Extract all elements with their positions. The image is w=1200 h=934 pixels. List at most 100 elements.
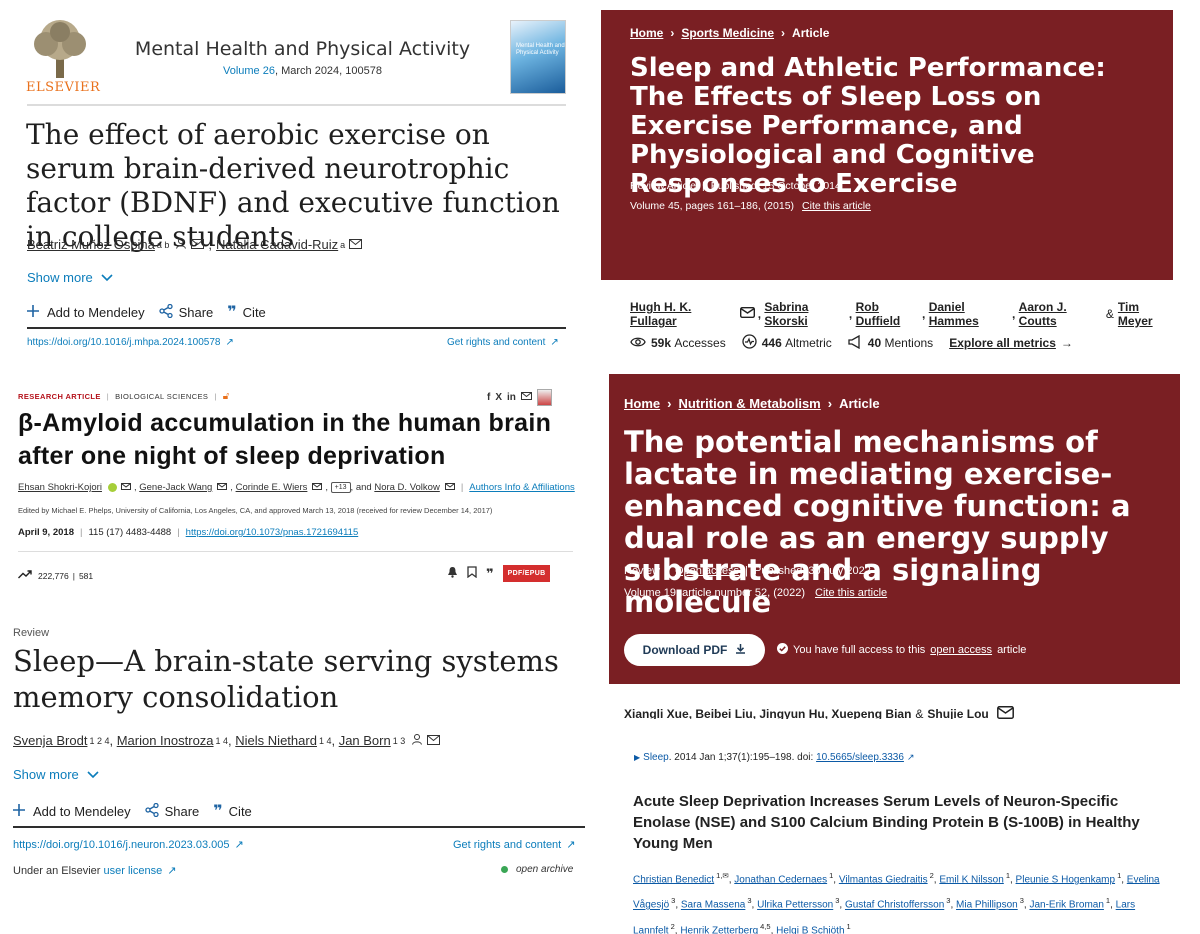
x-icon[interactable]: X <box>495 392 503 403</box>
author-name[interactable]: Beibei Liu <box>695 707 753 719</box>
email-icon[interactable] <box>739 306 755 321</box>
author-affiliation[interactable]: 3 <box>835 896 840 906</box>
author-affiliation[interactable]: 1 <box>1117 871 1122 880</box>
author-name[interactable]: Xuepeng Bian <box>831 707 912 719</box>
open-access-link[interactable]: open access <box>930 644 993 656</box>
breadcrumb-journal[interactable]: Sports Medicine <box>681 26 775 40</box>
email-icon[interactable] <box>520 392 532 403</box>
author-name[interactable]: Lars Lannfelt <box>633 899 1136 934</box>
author-affiliation[interactable]: 2 <box>670 921 675 931</box>
author-name[interactable]: Helgi B Schiöth <box>776 924 845 934</box>
author-name[interactable]: Niels Niethard <box>235 733 317 748</box>
journal-cover-thumbnail[interactable] <box>536 389 552 406</box>
author-name[interactable]: Pleunie S Hogenkamp <box>1015 874 1116 886</box>
author-affiliation[interactable]: 3 <box>747 896 752 906</box>
author-name[interactable]: Daniel Hammes <box>928 300 979 328</box>
cite-this-article-link[interactable]: Cite this article <box>815 587 888 599</box>
author-affiliation[interactable]: 1 4 <box>318 735 332 746</box>
linkedin-icon[interactable]: in <box>507 392 516 403</box>
author-affiliation[interactable]: 1 <box>1005 871 1010 880</box>
author-name[interactable]: Corinde E. Wiers <box>235 482 308 493</box>
author-name[interactable]: Hugh H. K. Fullagar <box>630 300 692 328</box>
cite-quote-icon[interactable]: ❞ <box>486 565 494 581</box>
open-access-link[interactable]: Open access <box>674 565 740 577</box>
share-button[interactable]: Share <box>158 303 213 321</box>
doi-link[interactable]: https://doi.org/10.1073/pnas.1721694115 <box>185 527 359 538</box>
author-name[interactable]: Henrik Zetterberg <box>680 924 759 934</box>
author-name[interactable]: Jonathan Cedernaes <box>734 874 828 886</box>
triangle-right-icon[interactable]: ▶ <box>634 753 641 762</box>
author-name[interactable]: Mia Phillipson <box>956 899 1018 911</box>
cite-this-article-link[interactable]: Cite this article <box>802 200 871 212</box>
email-icon[interactable] <box>217 482 228 493</box>
doi-link[interactable]: 10.5665/sleep.3336 <box>816 752 904 763</box>
share-button[interactable]: Share <box>144 802 199 820</box>
author-name[interactable]: Aaron J. Coutts <box>1018 300 1067 328</box>
person-icon[interactable] <box>411 733 423 748</box>
journal-cover[interactable]: Mental Health and Physical Activity <box>510 20 566 94</box>
author-name[interactable]: Shujie Lou <box>927 707 989 719</box>
author-affiliation[interactable]: 3 <box>1019 896 1024 906</box>
download-pdf-button[interactable]: Download PDF <box>624 634 765 666</box>
pdf-epub-button[interactable]: PDF/EPUB <box>502 565 551 582</box>
explore-all-metrics-link[interactable]: Explore all metrics → <box>949 336 1073 350</box>
cite-button[interactable]: ❞ Cite <box>227 302 266 322</box>
author-name[interactable]: Natalia Cadavid-Ruiz <box>216 237 339 252</box>
journal-title[interactable]: Mental Health and Physical Activity <box>134 38 471 60</box>
breadcrumb-home[interactable]: Home <box>630 26 664 40</box>
author-name[interactable]: Sabrina Skorski <box>764 300 809 328</box>
author-name[interactable]: Rob Duffield <box>855 300 901 328</box>
author-affiliation[interactable]: 3 <box>671 896 676 906</box>
elsevier-tree-logo[interactable] <box>26 18 94 94</box>
doi-link[interactable]: https://doi.org/10.1016/j.neuron.2023.03… <box>13 838 244 852</box>
author-affiliation[interactable]: a <box>340 239 346 250</box>
author-name[interactable]: Beatriz Muñoz Ospina <box>27 237 155 252</box>
journal-link[interactable]: Sleep <box>643 752 669 763</box>
author-name[interactable]: Gene-Jack Wang <box>139 482 213 493</box>
orcid-icon[interactable] <box>107 483 117 492</box>
email-icon[interactable] <box>312 482 323 493</box>
email-icon[interactable] <box>120 482 131 493</box>
author-name[interactable]: Emil K Nilsson <box>939 874 1004 886</box>
email-icon[interactable] <box>996 706 1014 719</box>
show-more-button[interactable]: Show more <box>13 767 99 782</box>
author-name[interactable]: Xiangli Xue <box>624 707 689 719</box>
author-name[interactable]: Jingyun Hu <box>759 707 825 719</box>
email-icon[interactable] <box>444 482 455 493</box>
add-to-mendeley-button[interactable]: Add to Mendeley <box>27 304 145 320</box>
more-authors-badge[interactable]: +13 <box>330 482 351 493</box>
add-to-mendeley-button[interactable]: Add to Mendeley <box>13 803 131 819</box>
facebook-icon[interactable]: f <box>487 392 491 403</box>
author-name[interactable]: Tim Meyer <box>1117 300 1153 328</box>
author-name[interactable]: Vilmantas Giedraitis <box>838 874 928 886</box>
email-icon[interactable] <box>427 733 441 748</box>
volume-link[interactable]: Volume 26 <box>222 65 275 77</box>
user-license-link[interactable]: user license <box>103 864 163 877</box>
breadcrumb-journal[interactable]: Nutrition & Metabolism <box>678 396 821 411</box>
author-affiliation[interactable]: 1 3 <box>392 735 406 746</box>
author-affiliation[interactable]: 1 2 4 <box>89 735 110 746</box>
author-name[interactable]: Nora D. Volkow <box>374 482 440 493</box>
author-name[interactable]: Ulrika Pettersson <box>757 899 834 911</box>
author-name[interactable]: Christian Benedict <box>633 874 715 886</box>
author-name[interactable]: Gustaf Christoffersson <box>844 899 945 911</box>
author-name[interactable]: Marion Inostroza <box>116 733 214 748</box>
author-affiliation[interactable]: 1,✉ <box>716 871 729 880</box>
bell-icon[interactable] <box>447 566 458 581</box>
author-affiliation[interactable]: a b <box>156 239 170 250</box>
email-icon[interactable] <box>349 237 363 252</box>
author-name[interactable]: Evelina Vågesjö <box>633 874 1160 911</box>
author-affiliation[interactable]: 3 <box>946 896 951 906</box>
show-more-button[interactable]: Show more <box>27 270 113 285</box>
authors-info-affiliations-link[interactable]: Authors Info & Affiliations <box>469 482 575 493</box>
doi-link[interactable]: https://doi.org/10.1016/j.mhpa.2024.1005… <box>27 337 234 348</box>
author-affiliation[interactable]: 1 <box>846 921 851 931</box>
author-affiliation[interactable]: 2 <box>929 871 934 880</box>
author-affiliation[interactable]: 1 4 <box>215 735 229 746</box>
cite-button[interactable]: ❞ Cite <box>213 801 252 821</box>
breadcrumb-home[interactable]: Home <box>624 396 661 411</box>
author-name[interactable]: Svenja Brodt <box>13 733 88 748</box>
rights-link[interactable]: Get rights and content ↗ <box>453 838 575 852</box>
email-icon[interactable] <box>191 237 205 252</box>
author-name[interactable]: Sara Massena <box>680 899 746 911</box>
